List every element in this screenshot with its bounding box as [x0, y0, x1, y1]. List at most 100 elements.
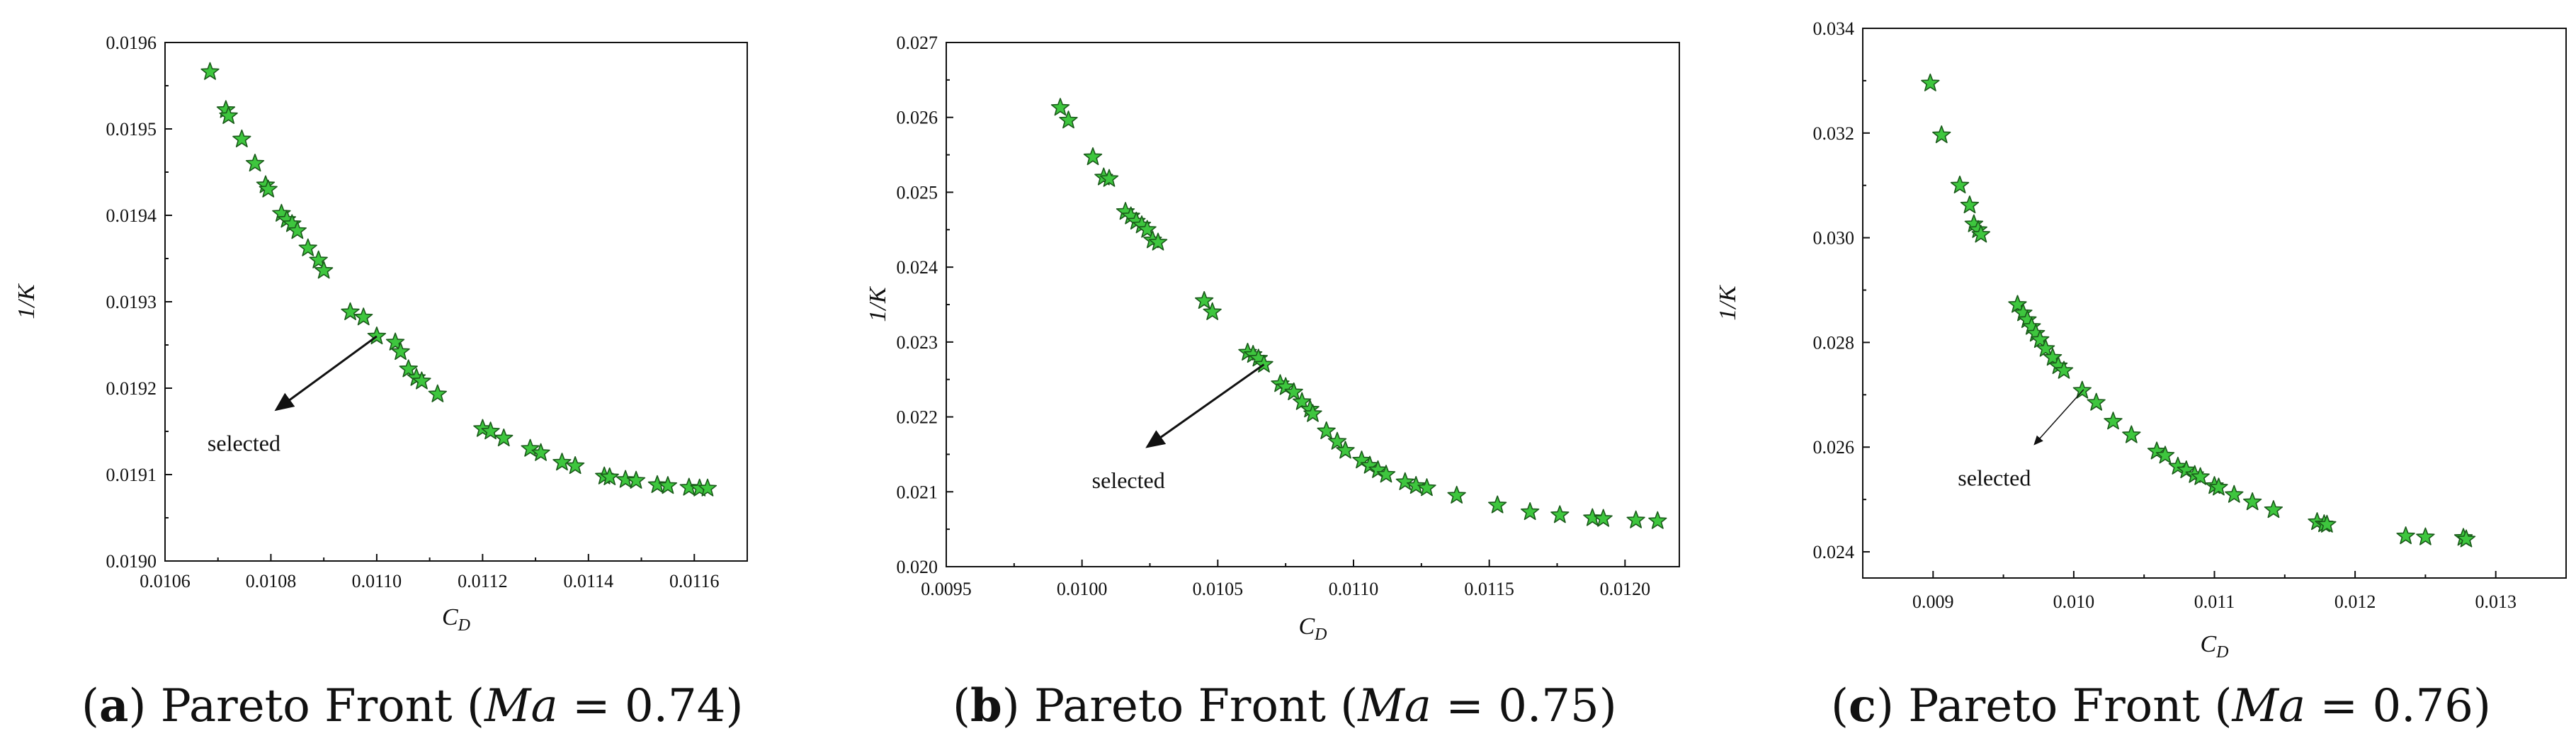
y-axis-label: 1/K [1715, 284, 1741, 320]
data-point-star [1352, 450, 1371, 469]
data-point-star [2264, 500, 2283, 518]
data-point-star [2054, 361, 2074, 379]
data-point-star [314, 261, 334, 279]
data-point-star [385, 332, 405, 351]
data-point-star [232, 129, 251, 147]
data-point-star [2168, 456, 2187, 475]
data-point-star [1376, 465, 1396, 483]
data-point-star [298, 238, 317, 256]
caption-paren-close: ) [128, 680, 146, 732]
data-point-star [367, 327, 387, 345]
data-point-star [481, 421, 500, 440]
x-tick-label: 0.0114 [564, 571, 614, 591]
data-point-star [2072, 380, 2092, 399]
y-tick-label: 0.022 [897, 407, 938, 428]
data-point-star [245, 154, 265, 172]
selected-label: selected [1092, 468, 1165, 493]
data-point-star [341, 302, 360, 320]
data-point-star [1395, 472, 1414, 490]
data-point-star [1417, 478, 1436, 497]
data-point-star [391, 342, 410, 361]
data-point-star [1447, 485, 1466, 504]
y-tick-label: 0.026 [1813, 437, 1855, 458]
data-point-star [1960, 196, 1980, 214]
x-tick-label: 0.0110 [352, 571, 402, 591]
x-axis-label-main: C [442, 604, 458, 630]
y-axis-label: 1/K [13, 283, 40, 319]
data-point-star [1050, 98, 1070, 116]
data-point-star [2043, 348, 2062, 366]
x-tick-label: 0.0108 [246, 571, 297, 591]
data-point-star [200, 62, 220, 80]
caption-var: Ma [2231, 680, 2305, 732]
chart-panel-b: 0.0095 0.0100 0.0105 0.0110 0.0115 0.0120 0.02… [865, 33, 1680, 732]
x-axis-label: CD [2200, 631, 2228, 662]
selected-arrow [2033, 389, 2084, 446]
y-tick-label: 0.0193 [106, 292, 157, 312]
data-point-star [219, 106, 238, 124]
data-point-star [1099, 169, 1119, 187]
data-point-star [1276, 377, 1295, 395]
caption-text: Pareto Front ( [146, 680, 484, 732]
caption-paren-open: ( [81, 680, 99, 732]
data-point-star [309, 250, 328, 268]
data-point-star [1360, 455, 1380, 474]
data-point-star [521, 438, 540, 457]
y-tick-label: 0.028 [1813, 332, 1855, 353]
data-point-star [288, 221, 307, 239]
y-tick-label: 0.034 [1813, 18, 1855, 39]
panel-caption: (a) Pareto Front (Ma = 0.74) [81, 679, 743, 732]
data-point-star [2191, 467, 2210, 485]
data-point-star [1950, 175, 1970, 193]
caption-var: Ma [484, 680, 558, 732]
selected-arrow [274, 335, 378, 412]
x-axis-label: CD [442, 604, 470, 635]
x-tick-label: 0.012 [2334, 591, 2376, 612]
data-point-star [2147, 441, 2167, 460]
chart-panel-c: 0.009 0.010 0.011 0.012 0.013 0.024 0.026 0.028… [1715, 18, 2567, 732]
caption-letter: c [1849, 679, 1876, 732]
y-tick-label: 0.030 [1813, 228, 1855, 249]
data-point-star [552, 453, 572, 471]
x-tick-label: 0.0116 [669, 571, 720, 591]
y-tick-label: 0.0190 [106, 551, 157, 572]
caption-paren-close: ) [1002, 680, 1020, 732]
x-axis-label-sub: D [1314, 625, 1327, 644]
y-tick-label: 0.0196 [106, 33, 157, 53]
data-point-star [494, 429, 514, 447]
y-tick-label: 0.026 [897, 108, 938, 128]
data-point-star [1407, 476, 1426, 494]
data-point-star [600, 467, 619, 485]
x-tick-label: 0.0112 [458, 571, 508, 591]
x-tick-label: 0.0106 [140, 571, 191, 591]
y-tick-label: 0.0192 [106, 378, 157, 399]
data-point-star [2104, 412, 2123, 430]
y-tick-label: 0.024 [897, 257, 938, 278]
data-point-star [1293, 392, 1312, 410]
caption-letter: a [99, 679, 128, 732]
x-axis-label-main: C [1298, 613, 1315, 640]
data-point-star [647, 475, 667, 493]
data-point-star [616, 470, 635, 488]
y-tick-label: 0.021 [897, 482, 938, 502]
data-point-star [2416, 527, 2435, 545]
data-point-star [1550, 505, 1570, 523]
y-tick-label: 0.0195 [106, 119, 157, 140]
y-tick-label: 0.032 [1813, 123, 1855, 144]
x-tick-label: 0.0115 [1464, 579, 1514, 599]
x-tick-label: 0.011 [2194, 591, 2235, 612]
x-tick-label: 0.009 [1912, 591, 1954, 612]
x-tick-label: 0.0100 [1057, 579, 1108, 599]
caption-rest: = 0.75) [1431, 680, 1617, 732]
data-point-star [1203, 302, 1222, 320]
data-point-star [354, 307, 373, 326]
x-axis-label: CD [1298, 613, 1327, 644]
data-point-star [1921, 73, 1940, 91]
data-point-star [2177, 460, 2196, 479]
data-point-star [626, 470, 646, 489]
y-tick-label: 0.020 [897, 557, 938, 577]
data-point-star [658, 476, 678, 494]
data-point-star [2225, 484, 2244, 503]
data-point-star [1195, 290, 1214, 309]
